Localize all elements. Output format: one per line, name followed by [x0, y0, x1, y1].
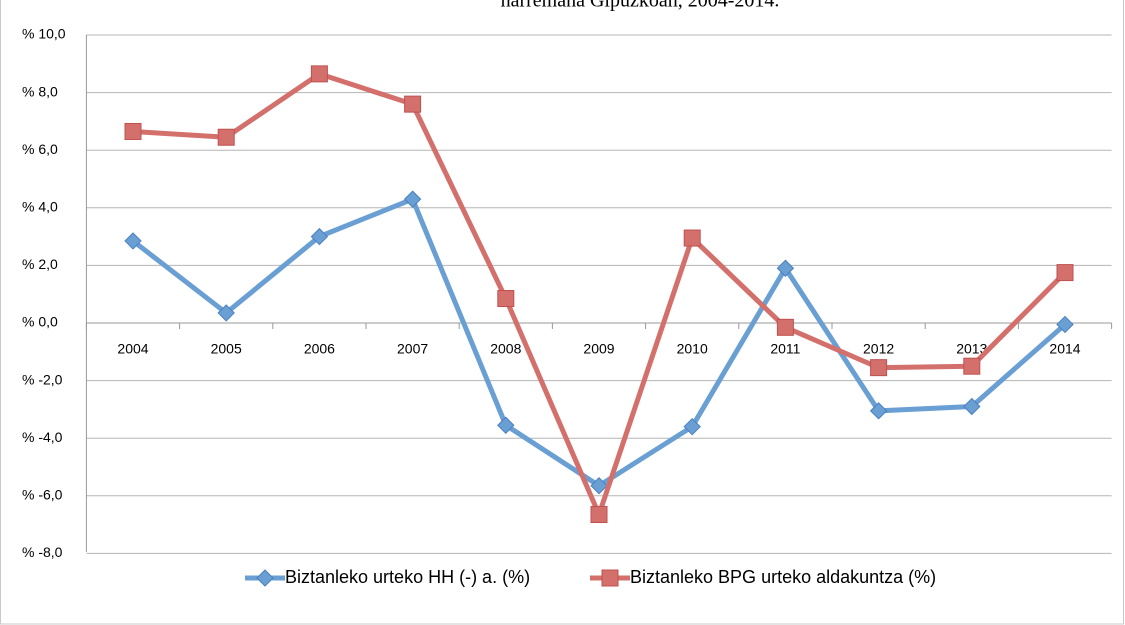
marker	[776, 318, 794, 336]
marker	[963, 357, 981, 375]
series	[124, 190, 1074, 495]
chart-title: harremana Gipuzkoan, 2004-2014.	[501, 0, 780, 12]
marker	[590, 477, 608, 495]
y-tick-label: % 8,0	[22, 83, 58, 99]
marker	[217, 304, 235, 322]
y-tick-label: % 6,0	[22, 141, 58, 157]
x-tick-label: 2010	[677, 341, 708, 357]
x-tick-label: 2006	[304, 341, 335, 357]
y-tick-label: % -6,0	[22, 487, 63, 503]
marker	[1056, 315, 1074, 334]
y-tick-label: % -2,0	[22, 371, 63, 387]
marker	[1056, 264, 1074, 282]
marker	[124, 232, 142, 250]
marker	[870, 359, 888, 377]
marker	[217, 128, 235, 146]
x-tick-label: 2012	[863, 341, 894, 357]
y-tick-label: % 0,0	[22, 314, 58, 330]
x-tick-label: 2008	[490, 341, 521, 357]
x-tick-label: 2007	[397, 341, 428, 357]
x-tick-label: 2009	[583, 341, 614, 357]
marker	[497, 416, 515, 434]
series	[124, 65, 1074, 524]
y-tick-label: % 2,0	[22, 256, 58, 272]
x-tick-label: 2013	[956, 341, 987, 357]
marker	[963, 397, 981, 416]
x-tick-label: 2014	[1049, 341, 1080, 357]
marker	[497, 290, 515, 308]
marker	[683, 229, 701, 247]
x-tick-label: 2004	[117, 341, 148, 357]
y-tick-label: % -4,0	[22, 429, 63, 445]
x-tick-label: 2005	[211, 341, 242, 357]
marker	[256, 569, 274, 587]
line	[132, 71, 1067, 518]
marker	[601, 569, 619, 587]
marker	[403, 190, 422, 208]
y-tick-label: % 10,0	[22, 26, 66, 42]
marker	[124, 122, 142, 140]
legend-label: Biztanleko urteko HH (-) a. (%)	[285, 567, 530, 587]
y-tick-label: % 4,0	[22, 199, 58, 215]
marker	[310, 227, 329, 246]
marker	[683, 417, 701, 436]
marker	[776, 259, 795, 277]
x-tick-label: 2011	[770, 341, 800, 357]
marker	[869, 402, 888, 420]
marker	[590, 506, 608, 524]
y-tick-label: % -8,0	[22, 544, 63, 560]
marker	[404, 95, 422, 113]
legend-label: Biztanleko BPG urteko aldakuntza (%)	[630, 567, 936, 587]
marker	[310, 65, 328, 83]
